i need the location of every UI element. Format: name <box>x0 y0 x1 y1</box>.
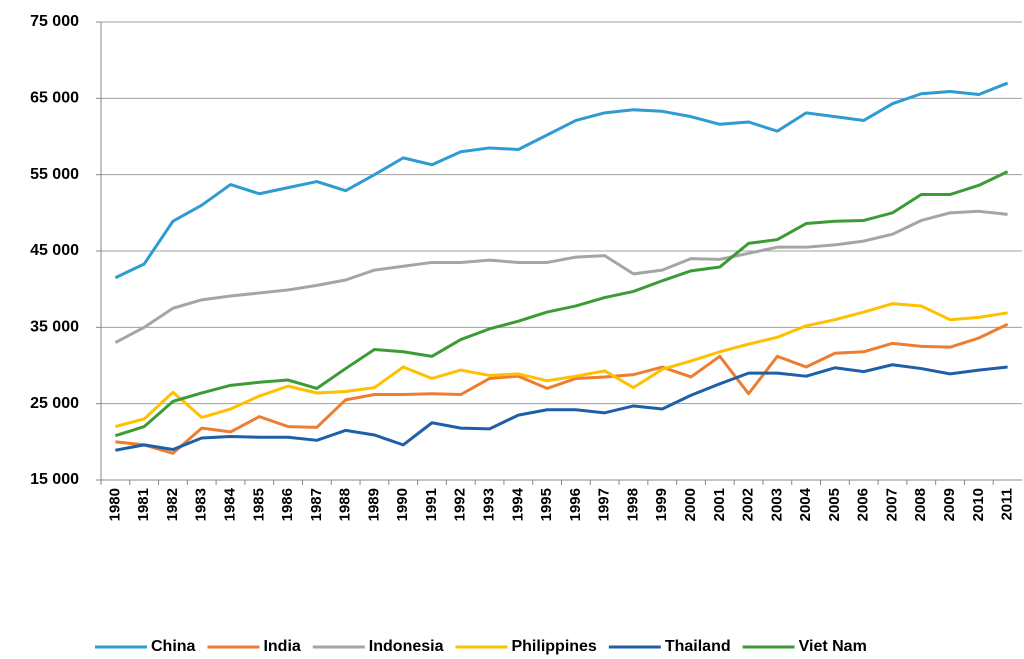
x-tick-label: 2001 <box>711 488 728 521</box>
legend-label: China <box>151 638 196 655</box>
x-tick-label: 1981 <box>135 488 152 521</box>
x-tick-label: 1982 <box>164 488 181 521</box>
x-tick-label: 2004 <box>797 487 814 521</box>
x-tick-label: 1991 <box>423 488 440 521</box>
x-tick-label: 2000 <box>682 488 699 521</box>
x-tick-label: 1993 <box>481 488 498 521</box>
x-tick-label: 1986 <box>279 488 296 521</box>
line-series <box>114 170 1009 438</box>
line-series <box>114 209 1008 344</box>
line-series <box>115 302 1008 429</box>
y-tick-label: 45 000 <box>30 242 79 259</box>
x-tick-label: 2008 <box>912 488 929 521</box>
legend-label: Indonesia <box>369 638 444 655</box>
y-tick-label: 55 000 <box>30 166 79 183</box>
legend-label: Philippines <box>511 638 596 655</box>
y-tick-label: 75 000 <box>30 13 79 30</box>
x-tick-label: 1999 <box>653 488 670 521</box>
line-series <box>115 322 1009 455</box>
x-tick-label: 2007 <box>883 488 900 521</box>
y-tick-label: 25 000 <box>30 395 79 412</box>
x-tick-label: 2010 <box>970 488 987 521</box>
x-tick-label: 2002 <box>740 488 757 521</box>
line-series <box>115 363 1008 452</box>
x-tick-label: 1997 <box>596 488 613 521</box>
x-tick-label: 2003 <box>768 488 785 521</box>
x-tick-label: 1998 <box>624 488 641 521</box>
x-tick-label: 2009 <box>941 488 958 521</box>
x-tick-label: 1985 <box>250 488 267 521</box>
x-tick-label: 1988 <box>337 488 354 521</box>
x-tick-label: 1987 <box>308 488 325 521</box>
x-tick-label: 1983 <box>193 488 210 521</box>
legend: China India Indonesia Philippines Thailand Vi… <box>95 638 867 655</box>
x-tick-label: 2005 <box>826 488 843 521</box>
x-tick-label: 1996 <box>567 488 584 521</box>
y-tick-label: 15 000 <box>30 471 79 488</box>
x-tick-label: 1990 <box>394 488 411 521</box>
x-tick-label: 1995 <box>538 488 555 521</box>
legend-label: Thailand <box>665 638 731 655</box>
x-tick-label: 1980 <box>106 488 123 521</box>
legend-label: India <box>263 638 300 655</box>
line-series <box>114 81 1009 280</box>
x-tick-label: 1989 <box>365 488 382 521</box>
y-tick-label: 65 000 <box>30 90 79 107</box>
x-tick-label: 2011 <box>999 488 1016 521</box>
y-tick-label: 35 000 <box>30 319 79 336</box>
x-tick-label: 1994 <box>509 487 526 521</box>
x-tick-label: 1984 <box>221 487 238 521</box>
x-tick-label: 1992 <box>452 488 469 521</box>
x-tick-label: 2006 <box>855 488 872 521</box>
legend-label: Viet Nam <box>799 638 867 655</box>
